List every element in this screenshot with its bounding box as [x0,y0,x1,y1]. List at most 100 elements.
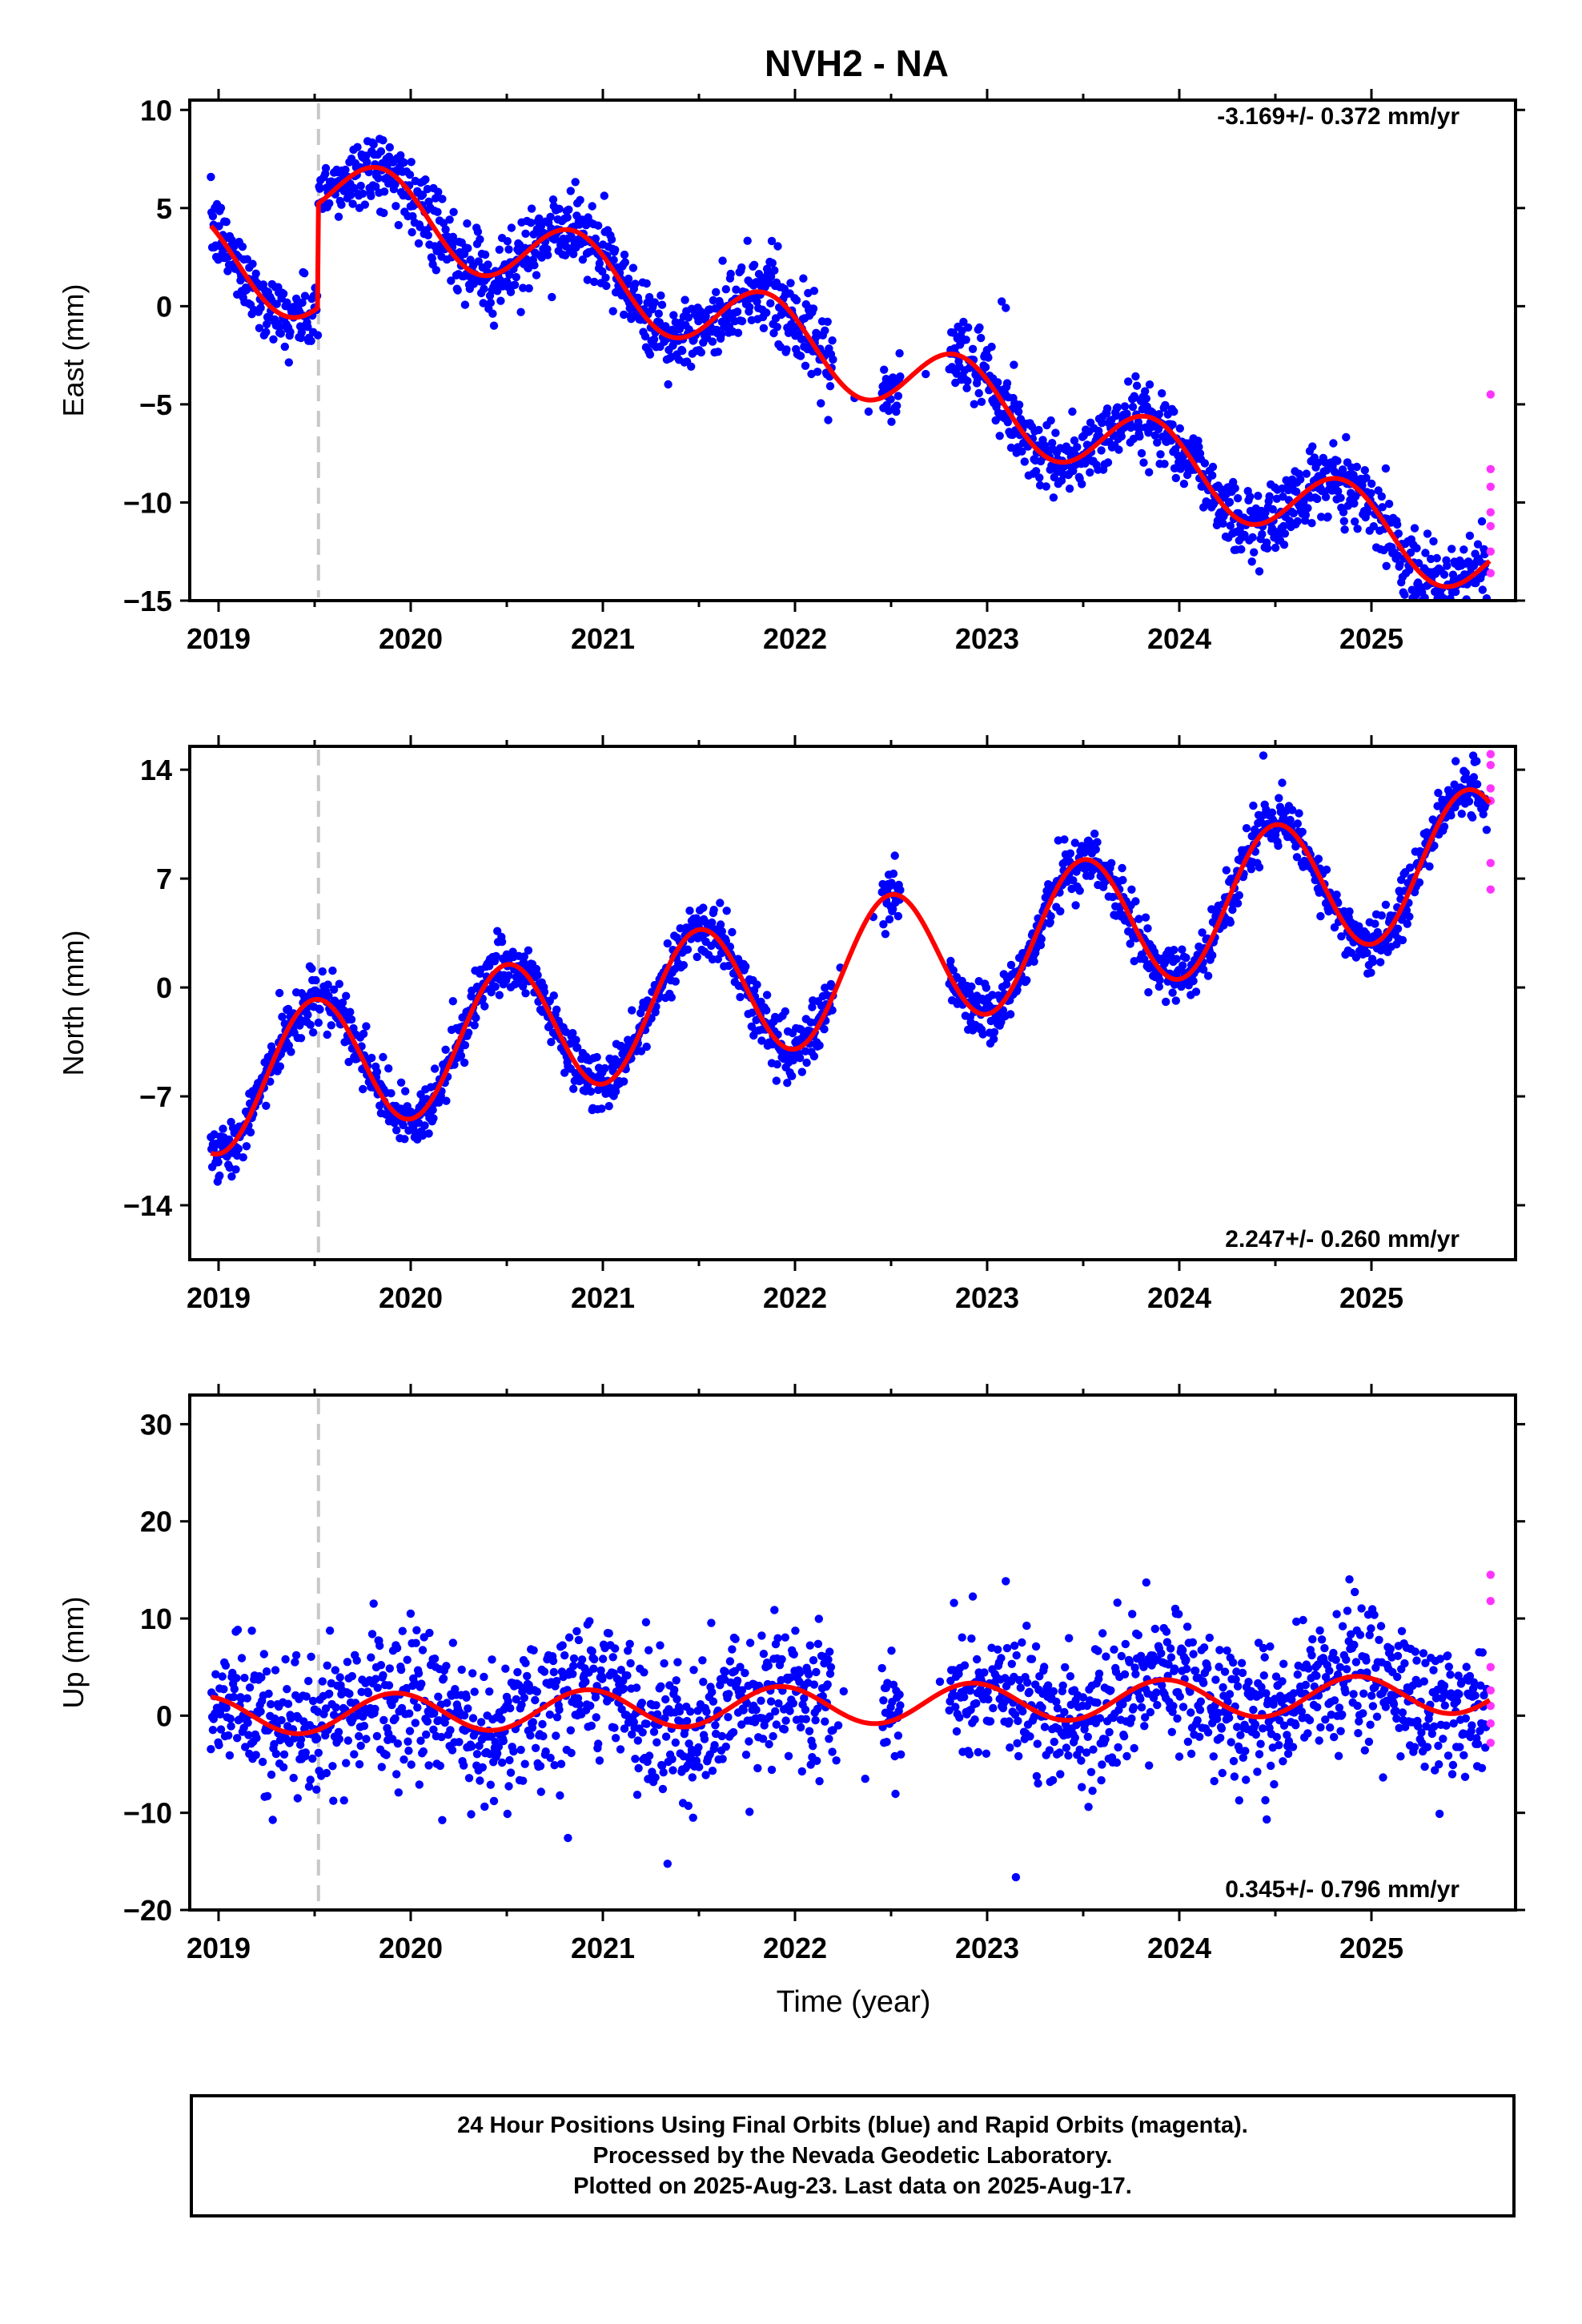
data-point [1169,1702,1178,1711]
data-point [1191,987,1201,996]
final-orbit-points [207,1575,1492,1882]
data-point [590,277,599,287]
data-point [568,1670,577,1679]
data-point [1118,875,1127,885]
data-point [520,1693,528,1703]
data-point [806,1760,815,1769]
data-point [724,1713,733,1722]
data-point [267,1770,276,1779]
data-point [687,362,696,371]
data-point [434,187,443,196]
data-point [243,255,251,263]
data-point [757,1036,766,1045]
data-point [658,1784,668,1794]
data-point [1054,836,1063,845]
data-point [521,989,530,998]
data-point [1189,1650,1198,1659]
data-point [762,991,772,999]
data-point [1443,561,1452,570]
data-point [1457,810,1467,818]
data-point [801,1705,810,1715]
data-point [1402,906,1411,915]
data-point [997,1018,1006,1027]
data-point [681,296,689,304]
data-point [1439,822,1449,831]
data-point [772,1076,781,1085]
data-point [331,1666,339,1675]
data-point [1056,1770,1065,1779]
data-point [789,1650,798,1659]
x-tick-label: 2023 [955,622,1019,655]
data-point [1287,806,1297,814]
data-point [350,1750,359,1759]
data-point [1026,1732,1034,1741]
data-point [1093,838,1102,846]
data-point [1235,891,1244,900]
data-point [1143,924,1152,933]
data-point [896,372,905,381]
data-point [536,1762,545,1771]
data-point [1007,1659,1017,1668]
data-point [464,1774,474,1783]
data-point [657,300,667,309]
data-point [1141,387,1150,396]
data-point [1122,409,1131,418]
data-point [974,1747,983,1757]
data-point [1125,1658,1134,1667]
rapid-point [1486,521,1496,531]
data-point [431,194,440,203]
data-point [1205,1633,1215,1642]
data-point [1259,751,1268,760]
data-point [1156,450,1165,459]
data-point [721,1667,730,1676]
data-point [815,1041,824,1050]
data-point [786,1673,795,1682]
data-point [1161,958,1170,967]
data-point [988,991,997,999]
data-point [457,1665,466,1675]
data-point [1134,1630,1143,1640]
data-point [405,1709,414,1718]
final-orbit-points [207,751,1492,1186]
data-point [379,1671,387,1680]
data-point [208,1726,218,1735]
data-point [391,179,400,189]
data-point [1367,479,1376,489]
data-point [821,326,829,335]
data-point [233,1734,242,1743]
data-point [408,211,417,221]
data-point [1091,845,1101,854]
data-point [589,1664,598,1673]
data-point [809,1742,817,1751]
data-point [560,1651,569,1660]
data-point [877,1663,886,1673]
data-point [437,1732,446,1742]
data-point [780,1725,789,1734]
data-point [973,1655,982,1664]
data-point [1286,815,1295,825]
data-point [628,1730,636,1739]
data-point [468,1714,478,1723]
data-point [1329,439,1338,448]
data-point [896,1701,905,1710]
data-point [263,1791,272,1800]
data-point [419,1747,428,1756]
data-point [1130,1663,1139,1672]
data-point [215,1171,224,1180]
data-point [672,1676,681,1685]
data-point [813,1704,822,1713]
data-point [247,1626,256,1635]
x-tick-label: 2020 [379,1281,443,1314]
data-point [379,208,388,218]
data-point [1170,1664,1179,1673]
data-point [1136,1695,1145,1703]
data-point [470,1021,479,1030]
data-point [238,242,247,251]
data-point [1030,957,1038,967]
data-point [367,191,375,200]
data-point [1082,1748,1091,1757]
data-point [558,1641,567,1650]
data-point [802,1058,811,1068]
